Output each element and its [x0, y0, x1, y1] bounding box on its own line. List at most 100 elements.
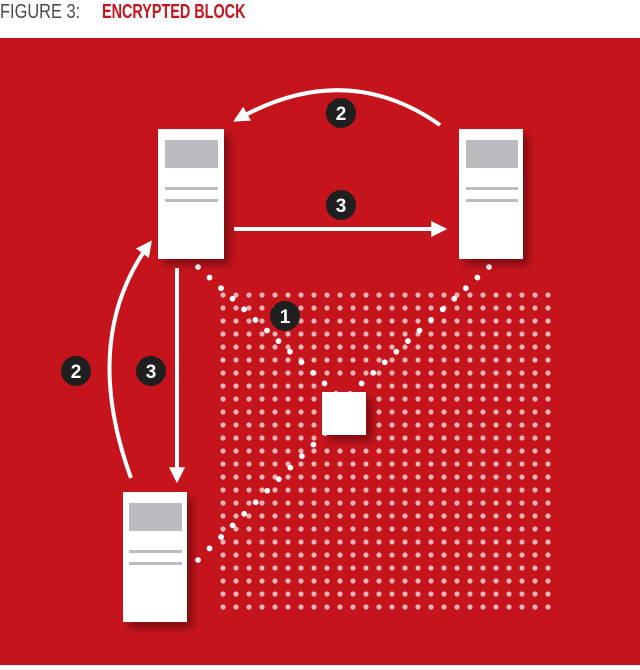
highlight-dot	[416, 327, 423, 334]
grid-dot	[272, 604, 278, 610]
server-slot	[165, 187, 218, 190]
highlight-dot	[393, 348, 400, 355]
grid-dot	[285, 513, 291, 519]
grid-dot	[389, 396, 395, 402]
grid-dot	[402, 565, 408, 571]
grid-dot	[246, 448, 252, 454]
grid-dot	[272, 500, 278, 506]
grid-dot	[441, 526, 447, 532]
grid-dot	[337, 526, 343, 532]
grid-dot	[428, 370, 434, 376]
grid-dot	[519, 383, 525, 389]
grid-dot	[311, 435, 317, 441]
caption-prefix: FIGURE 3:	[0, 1, 81, 23]
grid-dot	[467, 578, 473, 584]
grid-dot	[298, 604, 304, 610]
arrow-2-top	[233, 88, 442, 127]
highlight-dot	[218, 534, 224, 540]
grid-dot	[545, 591, 551, 597]
grid-dot	[220, 578, 226, 584]
grid-dot	[532, 383, 538, 389]
grid-dot	[493, 513, 499, 519]
grid-dot	[298, 448, 304, 454]
grid-dot	[415, 461, 421, 467]
grid-dot	[233, 474, 239, 480]
grid-dot	[480, 487, 486, 493]
grid-dot	[480, 474, 486, 480]
highlight-dot	[195, 557, 201, 563]
grid-dot	[272, 578, 278, 584]
grid-dot	[376, 448, 382, 454]
grid-dot	[246, 370, 252, 376]
grid-dot	[402, 409, 408, 415]
grid-dot	[519, 500, 525, 506]
grid-dot	[389, 318, 395, 324]
grid-dot	[428, 331, 434, 337]
grid-dot	[350, 370, 356, 376]
grid-dot	[324, 461, 330, 467]
badge-circle	[326, 98, 356, 128]
grid-dot	[324, 357, 330, 363]
grid-dot	[493, 396, 499, 402]
caption-title: ENCRYPTED BLOCK	[102, 1, 246, 23]
grid-dot	[363, 513, 369, 519]
grid-dot	[480, 552, 486, 558]
grid-dot	[337, 552, 343, 558]
grid-dot	[545, 552, 551, 558]
grid-dot	[272, 422, 278, 428]
grid-dot	[493, 500, 499, 506]
grid-dot	[545, 526, 551, 532]
grid-dot	[454, 539, 460, 545]
grid-dot	[493, 409, 499, 415]
grid-dot	[233, 409, 239, 415]
grid-dot	[389, 500, 395, 506]
grid-dot	[376, 500, 382, 506]
badge-circle	[61, 356, 91, 386]
grid-dot	[324, 591, 330, 597]
grid-dot	[350, 461, 356, 467]
grid-dot	[402, 370, 408, 376]
grid-dot	[506, 552, 512, 558]
grid-dot	[389, 370, 395, 376]
grid-dot	[376, 539, 382, 545]
grid-dot	[389, 448, 395, 454]
grid-dot	[246, 409, 252, 415]
grid-dot	[337, 565, 343, 571]
grid-dot	[493, 435, 499, 441]
grid-dot	[324, 552, 330, 558]
badge-circle	[136, 356, 166, 386]
grid-dot	[532, 292, 538, 298]
square-block-icon	[322, 392, 366, 435]
grid-dot	[233, 357, 239, 363]
grid-dot	[311, 318, 317, 324]
grid-dot	[493, 604, 499, 610]
grid-dot	[272, 344, 278, 350]
grid-dot	[532, 539, 538, 545]
grid-dot	[233, 331, 239, 337]
grid-dot	[467, 422, 473, 428]
grid-dot	[350, 500, 356, 506]
grid-dot	[532, 513, 538, 519]
grid-dot	[324, 565, 330, 571]
grid-dot	[441, 370, 447, 376]
grid-dot	[220, 409, 226, 415]
grid-dot	[298, 461, 304, 467]
grid-dot	[545, 344, 551, 350]
grid-dot	[545, 383, 551, 389]
grid-dot	[376, 461, 382, 467]
grid-dot	[259, 318, 265, 324]
grid-dot	[480, 422, 486, 428]
grid-dot	[363, 500, 369, 506]
grid-dot	[350, 292, 356, 298]
grid-dot	[259, 539, 265, 545]
grid-dot	[441, 578, 447, 584]
grid-dot	[220, 513, 226, 519]
grid-dot	[259, 552, 265, 558]
grid-dot	[246, 435, 252, 441]
highlight-dot	[287, 348, 293, 355]
grid-dot	[311, 409, 317, 415]
grid-dot	[259, 409, 265, 415]
grid-dot	[324, 604, 330, 610]
grid-dot	[506, 474, 512, 480]
grid-dot	[506, 396, 512, 402]
